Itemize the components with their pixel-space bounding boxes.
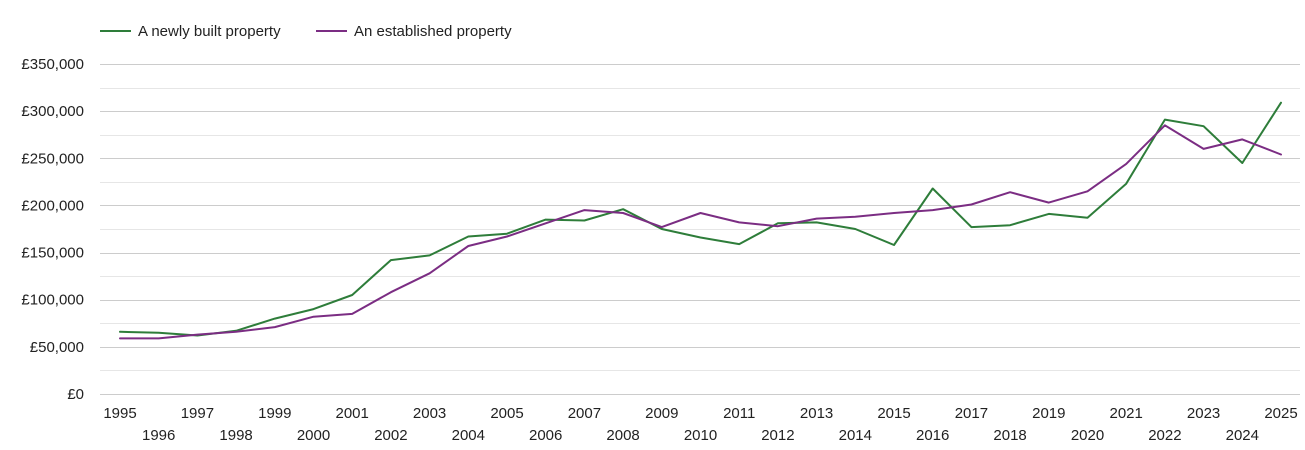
x-tick-label: 1998 xyxy=(219,427,252,444)
series-line-newly-built xyxy=(119,101,1282,337)
x-tick-label: 2018 xyxy=(993,427,1026,444)
x-tick-label: 2019 xyxy=(1032,405,1065,422)
y-tick-label: £350,000 xyxy=(21,56,84,73)
legend-label-established: An established property xyxy=(354,23,512,40)
x-tick-label: 2003 xyxy=(413,405,446,422)
x-tick-label: 1997 xyxy=(181,405,214,422)
x-tick-label: 2024 xyxy=(1226,427,1259,444)
x-tick-label: 1999 xyxy=(258,405,291,422)
x-tick-label: 2014 xyxy=(839,427,872,444)
x-tick-label: 1995 xyxy=(103,405,136,422)
y-axis: £0 £50,000 £100,000 £150,000 £200,000 £250,00… xyxy=(21,56,84,403)
y-tick-label: £200,000 xyxy=(21,197,84,214)
series-group xyxy=(119,101,1282,340)
x-tick-label: 2015 xyxy=(877,405,910,422)
x-tick-label: 1996 xyxy=(142,427,175,444)
x-tick-label: 2013 xyxy=(800,405,833,422)
y-tick-label: £100,000 xyxy=(21,292,84,309)
x-tick-label: 2004 xyxy=(452,427,485,444)
y-tick-label: £0 xyxy=(67,386,84,403)
y-tick-label: £300,000 xyxy=(21,103,84,120)
x-tick-label: 2023 xyxy=(1187,405,1220,422)
legend-label-newly-built: A newly built property xyxy=(138,23,281,40)
x-tick-label: 2008 xyxy=(606,427,639,444)
x-tick-label: 2009 xyxy=(645,405,678,422)
x-tick-label: 2010 xyxy=(684,427,717,444)
y-tick-label: £50,000 xyxy=(30,339,84,356)
x-axis: 1995 1996 1997 1998 1999 2000 2001 2002 2003 2004… xyxy=(103,405,1297,444)
series-line-established xyxy=(119,124,1282,340)
x-tick-label: 2021 xyxy=(1110,405,1143,422)
x-tick-label: 2002 xyxy=(374,427,407,444)
x-tick-label: 2005 xyxy=(490,405,523,422)
y-tick-label: £250,000 xyxy=(21,150,84,167)
x-tick-label: 2007 xyxy=(568,405,601,422)
x-tick-label: 2025 xyxy=(1264,405,1297,422)
grid xyxy=(100,64,1300,395)
x-tick-label: 2001 xyxy=(336,405,369,422)
y-tick-label: £150,000 xyxy=(21,245,84,262)
x-tick-label: 2016 xyxy=(916,427,949,444)
x-tick-label: 2006 xyxy=(529,427,562,444)
x-tick-label: 2017 xyxy=(955,405,988,422)
x-tick-label: 2020 xyxy=(1071,427,1104,444)
x-tick-label: 2022 xyxy=(1148,427,1181,444)
x-tick-label: 2000 xyxy=(297,427,330,444)
x-tick-label: 2011 xyxy=(723,405,755,422)
x-tick-label: 2012 xyxy=(761,427,794,444)
chart-legend: A newly built property An established pr… xyxy=(100,23,512,40)
